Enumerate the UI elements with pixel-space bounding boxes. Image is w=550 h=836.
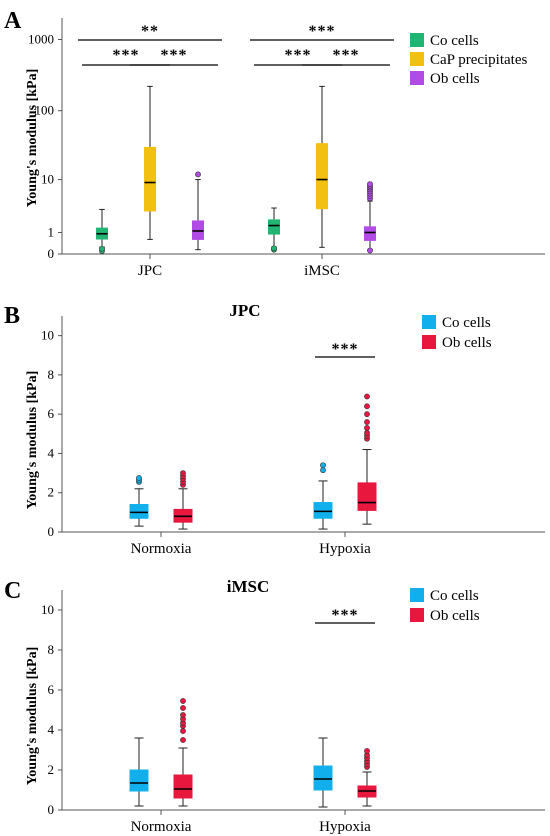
y-tick-label: 100: [35, 103, 55, 118]
y-tick-label: 6: [48, 682, 55, 697]
y-tick-label: 8: [48, 642, 55, 657]
y-axis-label: Young's modulus [kPa]: [25, 647, 40, 786]
box: [129, 504, 149, 519]
panel-letter: B: [4, 303, 20, 329]
legend-swatch: [410, 588, 424, 602]
outlier-point: [364, 748, 370, 754]
y-tick-label: 1: [48, 224, 55, 239]
significance-label: ***: [333, 47, 360, 64]
y-tick-label: 10: [41, 172, 54, 187]
chart-title: JPC: [229, 301, 260, 320]
outlier-point: [180, 698, 186, 704]
outlier-point: [180, 705, 186, 711]
outlier-point: [364, 429, 370, 436]
legend-swatch: [410, 608, 424, 622]
chart-title: iMSC: [227, 577, 270, 596]
outlier-point: [364, 419, 370, 425]
y-tick-label: 6: [48, 406, 55, 421]
x-tick-label: Hypoxia: [319, 541, 371, 557]
y-tick-label: 1000: [28, 32, 54, 47]
legend-swatch: [422, 315, 436, 329]
y-tick-label: 2: [48, 762, 55, 777]
box: [313, 502, 333, 519]
legend-label: Co cells: [430, 588, 479, 604]
y-tick-label: 0: [48, 246, 55, 261]
y-tick-label: 2: [48, 485, 55, 500]
box: [268, 219, 280, 235]
outlier-point: [180, 728, 186, 734]
y-tick-label: 0: [48, 802, 55, 817]
legend-swatch: [410, 52, 424, 66]
y-axis-label: Young's modulus [kPa]: [25, 69, 40, 208]
x-tick-label: Normoxia: [131, 819, 192, 835]
outlier-point: [180, 712, 186, 718]
y-tick-label: 10: [41, 602, 54, 617]
x-tick-label: Normoxia: [131, 541, 192, 557]
outlier-point: [364, 393, 370, 400]
legend-label: CaP precipitates: [430, 52, 527, 68]
panel-letter: C: [4, 578, 21, 604]
legend-swatch: [410, 71, 424, 85]
significance-label: ***: [285, 47, 312, 64]
legend-swatch: [410, 33, 424, 47]
legend-label: Co cells: [430, 33, 479, 49]
legend-label: Ob cells: [430, 608, 480, 624]
significance-label: ***: [332, 341, 359, 358]
outlier-point: [367, 247, 373, 254]
legend-swatch: [422, 335, 436, 349]
outlier-point: [136, 475, 142, 481]
legend-label: Ob cells: [430, 71, 480, 87]
box: [144, 146, 156, 212]
y-tick-label: 4: [48, 445, 55, 460]
significance-label: ***: [161, 47, 188, 64]
outlier-point: [180, 737, 186, 743]
box: [316, 143, 328, 210]
box: [173, 774, 193, 799]
x-tick-label: iMSC: [304, 263, 340, 279]
panel-letter: A: [4, 8, 22, 34]
x-tick-label: Hypoxia: [319, 819, 371, 835]
box: [364, 226, 376, 241]
y-tick-label: 8: [48, 367, 55, 382]
y-axis-label: Young's modulus [kPa]: [25, 371, 40, 510]
outlier-point: [364, 411, 370, 418]
panel-b: B JPC Young's modulus [kPa] 0 2 4 6 8 10 Normo…: [4, 301, 545, 557]
outlier-point: [364, 403, 370, 410]
y-tick-label: 4: [48, 722, 55, 737]
outlier-point: [180, 470, 186, 476]
outlier-point: [320, 467, 326, 474]
significance-label: ***: [332, 607, 359, 624]
outlier-point: [367, 181, 373, 188]
significance-label: ***: [309, 23, 336, 40]
y-tick-label: 10: [41, 328, 54, 343]
outlier-point: [364, 425, 370, 431]
x-tick-label: JPC: [138, 263, 162, 279]
significance-label: ***: [113, 47, 140, 64]
outlier-point: [195, 171, 201, 178]
significance-label: **: [141, 23, 159, 40]
box: [357, 482, 377, 511]
legend-label: Co cells: [442, 315, 491, 331]
panel-a: A Young's modulus [kPa] 0 1 10 100 1000 JPC iM…: [4, 8, 545, 279]
legend-label: Ob cells: [442, 335, 492, 351]
panel-c: C iMSC Young's modulus [kPa] 0 2 4 6 8 10 Norm…: [4, 577, 545, 835]
outlier-point: [99, 245, 105, 252]
outlier-point: [271, 245, 277, 252]
outlier-point: [320, 462, 326, 469]
box: [313, 765, 333, 791]
y-tick-label: 0: [48, 524, 55, 539]
box: [129, 769, 149, 792]
